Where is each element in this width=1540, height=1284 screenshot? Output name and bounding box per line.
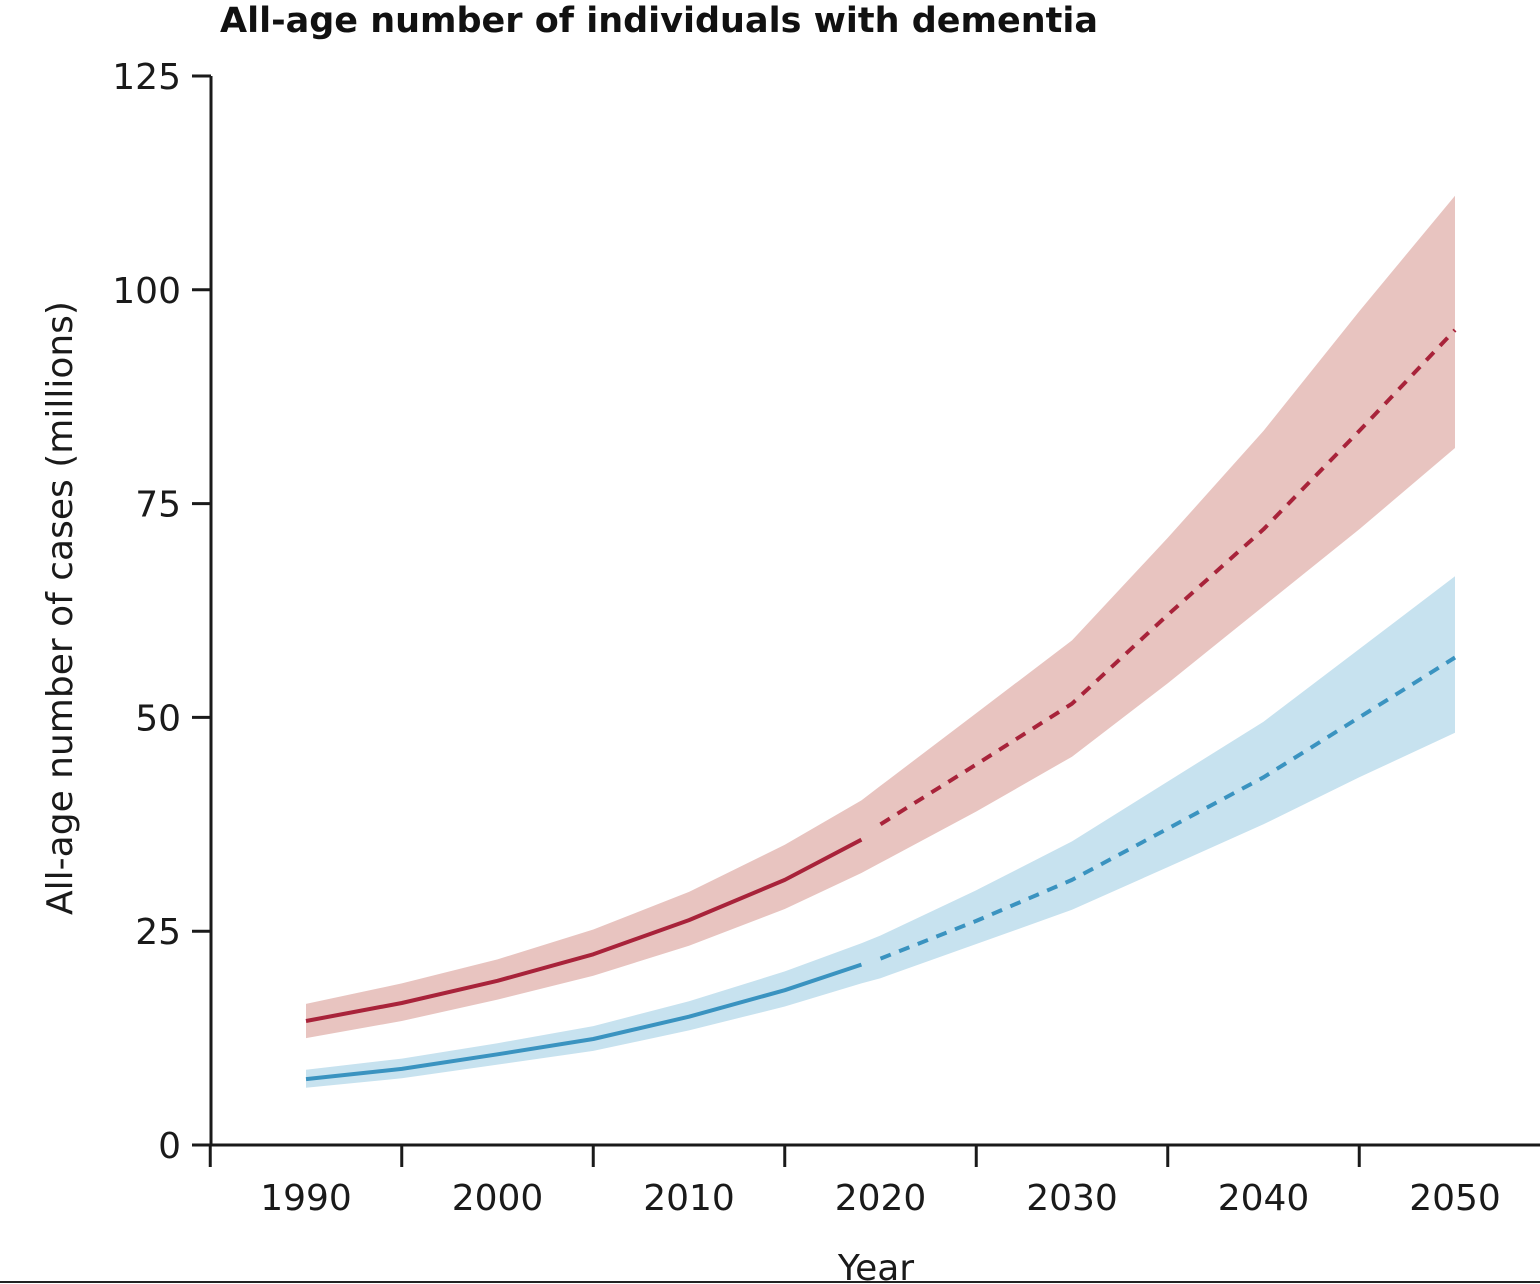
x-tick-label: 2000 [452, 1178, 544, 1219]
y-tick-label: 125 [112, 57, 181, 98]
y-tick-label: 25 [135, 912, 181, 953]
observed-line-2 [305, 962, 863, 1082]
y-tick-label: 100 [112, 271, 181, 312]
uncertainty-band-2 [306, 576, 1455, 1088]
y-axis-label: All-age number of cases (millions) [40, 301, 81, 915]
x-axis-label: Year [837, 1248, 914, 1284]
uncertainty-bands [306, 195, 1455, 1088]
series-lines [305, 328, 1457, 1082]
forecast-line-2 [879, 655, 1457, 961]
x-axis-ticks: 1990 2000 2010 2020 2030 2040 2050 [208, 1145, 1501, 1219]
x-tick-label: 1990 [260, 1178, 352, 1219]
x-tick-label: 2010 [643, 1178, 735, 1219]
y-tick-label: 0 [158, 1126, 181, 1167]
y-axis-ticks: 0 25 50 75 100 125 [112, 57, 211, 1167]
y-tick-label: 50 [135, 698, 181, 739]
chart-title: All-age number of individuals with demen… [220, 1, 1098, 41]
observed-line-1 [305, 837, 863, 1023]
x-tick-label: 2050 [1409, 1178, 1501, 1219]
uncertainty-band-1 [306, 195, 1455, 1039]
x-tick-label: 2030 [1026, 1178, 1118, 1219]
x-tick-label: 2020 [835, 1178, 927, 1219]
y-tick-label: 75 [135, 485, 181, 526]
axes [209, 76, 1540, 1147]
forecast-line-1 [879, 328, 1457, 826]
x-tick-label: 2040 [1218, 1178, 1310, 1219]
